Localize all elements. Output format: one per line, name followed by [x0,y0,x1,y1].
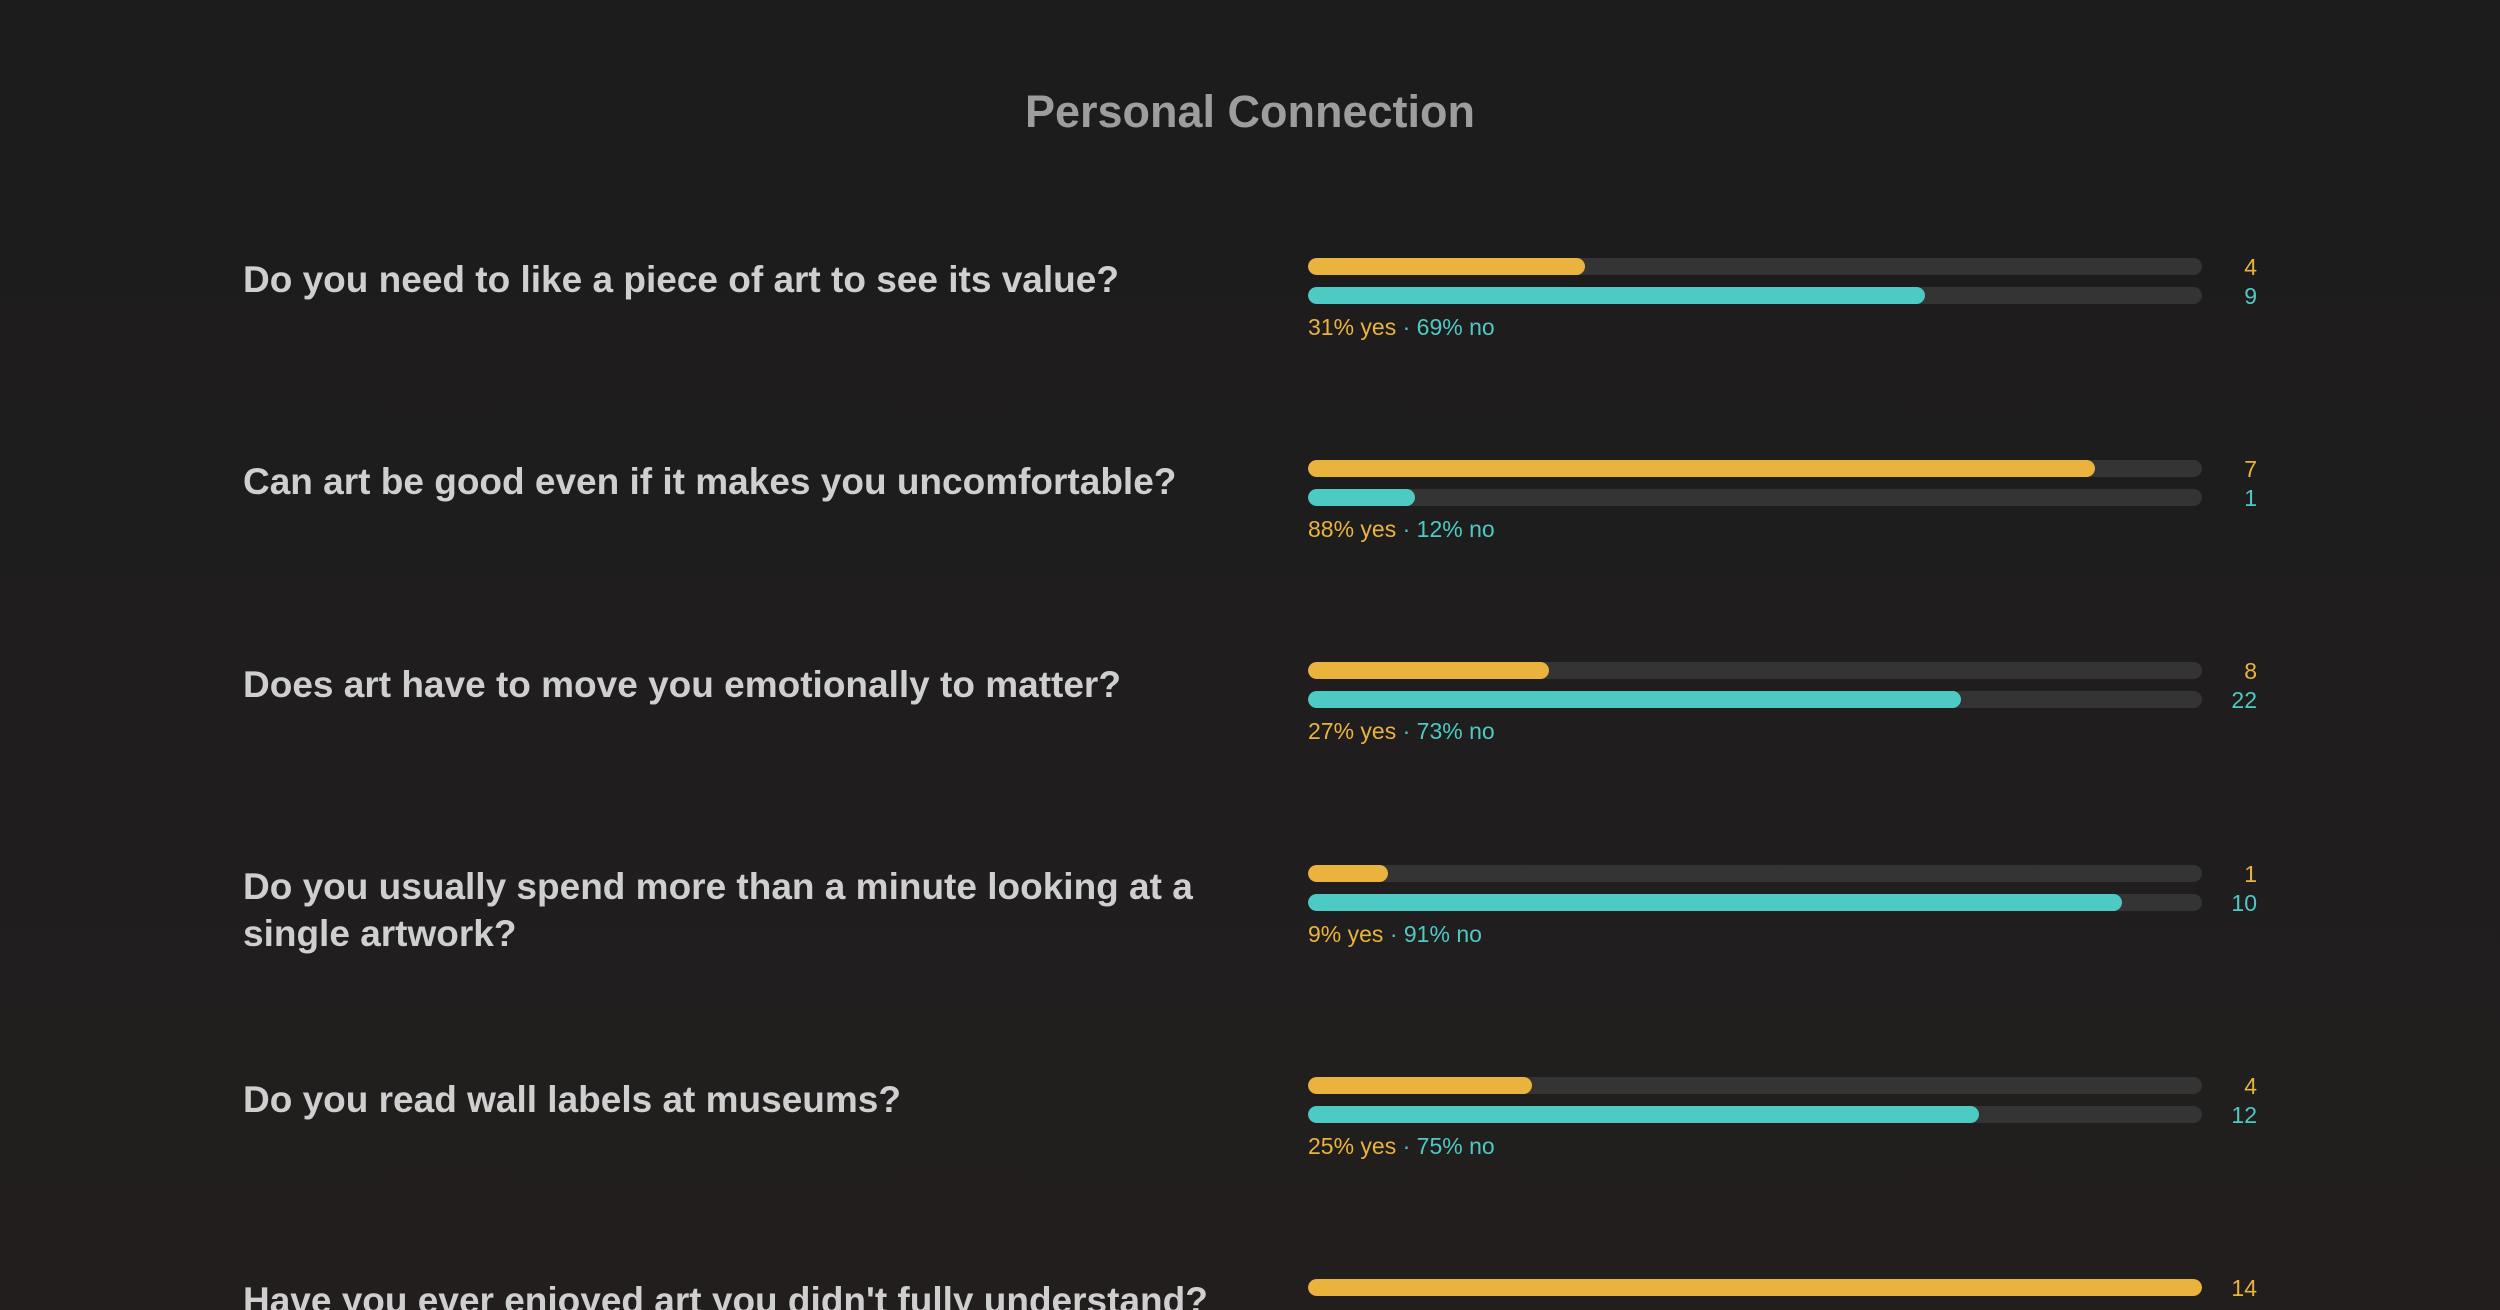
no-count: 1 [2244,485,2257,511]
no-count: 9 [2244,283,2257,309]
separator: · [1396,516,1417,542]
yes-percent: 31% yes [1308,314,1397,340]
yes-bar-track [1308,865,2202,882]
question-text: Do you read wall labels at museums? [243,1079,901,1120]
separator: · [1396,718,1417,744]
no-percent: 75% no [1416,1133,1495,1159]
no-percent: 73% no [1416,718,1495,744]
no-percent: 12% no [1416,516,1495,542]
yes-bar-fill [1308,258,1586,275]
no-bar-track [1308,1106,2202,1123]
question-text: Does art have to move you emotionally to… [243,664,1121,705]
yes-bar-fill [1308,662,1550,679]
yes-percent: 27% yes [1308,718,1397,744]
percent-summary: 31% yes · 69% no [1308,313,1495,341]
yes-percent: 9% yes [1308,921,1384,947]
yes-bar-track [1308,460,2202,477]
yes-bar-fill [1308,1077,1532,1094]
yes-bar-fill [1308,460,2095,477]
no-count: 12 [2231,1102,2257,1128]
yes-bar-track [1308,258,2202,275]
yes-bar-track [1308,662,2202,679]
yes-bar-track [1308,1077,2202,1094]
no-count: 22 [2231,687,2257,713]
yes-count: 4 [2244,1073,2257,1099]
separator: · [1383,921,1404,947]
no-bar-fill [1308,489,1416,506]
separator: · [1396,314,1417,340]
no-bar-fill [1308,287,1925,304]
percent-summary: 9% yes · 91% no [1308,920,1482,948]
yes-percent: 88% yes [1308,516,1397,542]
no-percent: 91% no [1403,921,1482,947]
yes-bar-track [1308,1279,2202,1296]
question-text: Can art be good even if it makes you unc… [243,461,1177,502]
yes-bar-fill [1308,1279,2202,1296]
yes-count: 14 [2231,1275,2257,1301]
yes-count: 4 [2244,254,2257,280]
question-text: Do you usually spend more than a minute … [243,866,1193,954]
no-percent: 69% no [1416,314,1495,340]
yes-count: 1 [2244,861,2257,887]
no-bar-track [1308,287,2202,304]
separator: · [1396,1133,1417,1159]
percent-summary: 88% yes · 12% no [1308,515,1495,543]
yes-count: 7 [2244,456,2257,482]
yes-percent: 25% yes [1308,1133,1397,1159]
question-text: Do you need to like a piece of art to se… [243,259,1119,300]
no-bar-fill [1308,1106,1979,1123]
no-bar-track [1308,489,2202,506]
no-bar-fill [1308,894,2122,911]
yes-bar-fill [1308,865,1389,882]
question-text: Have you ever enjoyed art you didn't ful… [243,1280,1208,1310]
no-bar-track [1308,894,2202,911]
no-bar-track [1308,691,2202,708]
page-title: Personal Connection [1024,86,1476,137]
percent-summary: 27% yes · 73% no [1308,717,1495,745]
yes-count: 8 [2244,658,2257,684]
no-count: 10 [2231,890,2257,916]
no-bar-fill [1308,691,1961,708]
percent-summary: 25% yes · 75% no [1308,1132,1495,1160]
